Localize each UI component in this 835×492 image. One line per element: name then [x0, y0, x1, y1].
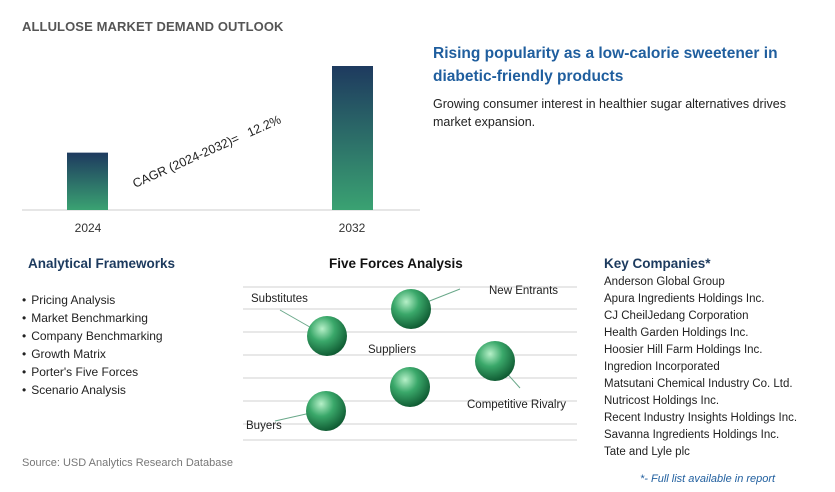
- list-item: Market Benchmarking: [22, 309, 163, 327]
- cagr-annotation: CAGR (2024-2032)= 12.2%: [131, 113, 284, 191]
- five-forces-title: Five Forces Analysis: [329, 256, 463, 271]
- list-item: Tate and Lyle plc: [604, 446, 690, 458]
- bar-2024: [67, 152, 108, 210]
- list-item: CJ CheilJedang Corporation: [604, 310, 749, 322]
- label-competitive-rivalry: Competitive Rivalry: [467, 399, 566, 411]
- source-note: Source: USD Analytics Research Database: [22, 457, 233, 469]
- list-item: Ingredion Incorporated: [604, 361, 720, 373]
- x-tick-label-2024: 2024: [75, 221, 102, 235]
- sphere-new-entrants: [391, 289, 431, 329]
- list-item: Nutricost Holdings Inc.: [604, 395, 720, 407]
- list-item: Growth Matrix: [22, 345, 163, 363]
- list-item: Anderson Global Group: [604, 276, 725, 288]
- sphere-substitutes: [307, 316, 347, 356]
- insight-text: Growing consumer interest in healthier s…: [433, 97, 786, 129]
- list-item: Porter's Five Forces: [22, 363, 163, 381]
- full-list-note: *- Full list available in report: [640, 473, 776, 485]
- list-item: Matsutani Chemical Industry Co. Ltd.: [604, 378, 793, 390]
- label-substitutes: Substitutes: [251, 293, 308, 305]
- page-title: ALLULOSE MARKET DEMAND OUTLOOK: [22, 19, 284, 34]
- list-item: Company Benchmarking: [22, 327, 162, 345]
- list-item: Apura Ingredients Holdings Inc.: [604, 293, 765, 305]
- five-forces-diagram: New Entrants Substitutes Suppliers Compe…: [243, 285, 577, 441]
- key-companies-title: Key Companies*: [604, 256, 711, 271]
- sphere-buyers: [306, 391, 346, 431]
- insight-headline: Rising popularity as a low-calorie sweet…: [433, 45, 778, 85]
- key-companies-list: Anderson Global Group Apura Ingredients …: [604, 274, 819, 468]
- list-item: Hoosier Hill Farm Holdings Inc.: [604, 344, 763, 356]
- sphere-suppliers: [390, 367, 430, 407]
- frameworks-list: Pricing Analysis Market Benchmarking Com…: [22, 291, 163, 399]
- frameworks-title: Analytical Frameworks: [28, 256, 176, 271]
- bar-2032: [332, 66, 373, 210]
- sphere-competitive-rivalry: [475, 341, 515, 381]
- list-item: Scenario Analysis: [22, 381, 163, 399]
- label-new-entrants: New Entrants: [489, 285, 558, 297]
- list-item: Pricing Analysis: [22, 291, 163, 309]
- list-item: Recent Industry Insights Holdings Inc.: [604, 412, 798, 424]
- bar-chart: 2024 2032 CAGR (2024-2032)= 12.2%: [22, 66, 420, 235]
- label-buyers: Buyers: [246, 420, 282, 432]
- list-item: Health Garden Holdings Inc.: [604, 327, 749, 339]
- label-suppliers: Suppliers: [368, 344, 416, 356]
- list-item: Savanna Ingredients Holdings Inc.: [604, 429, 780, 441]
- x-tick-label-2032: 2032: [339, 221, 366, 235]
